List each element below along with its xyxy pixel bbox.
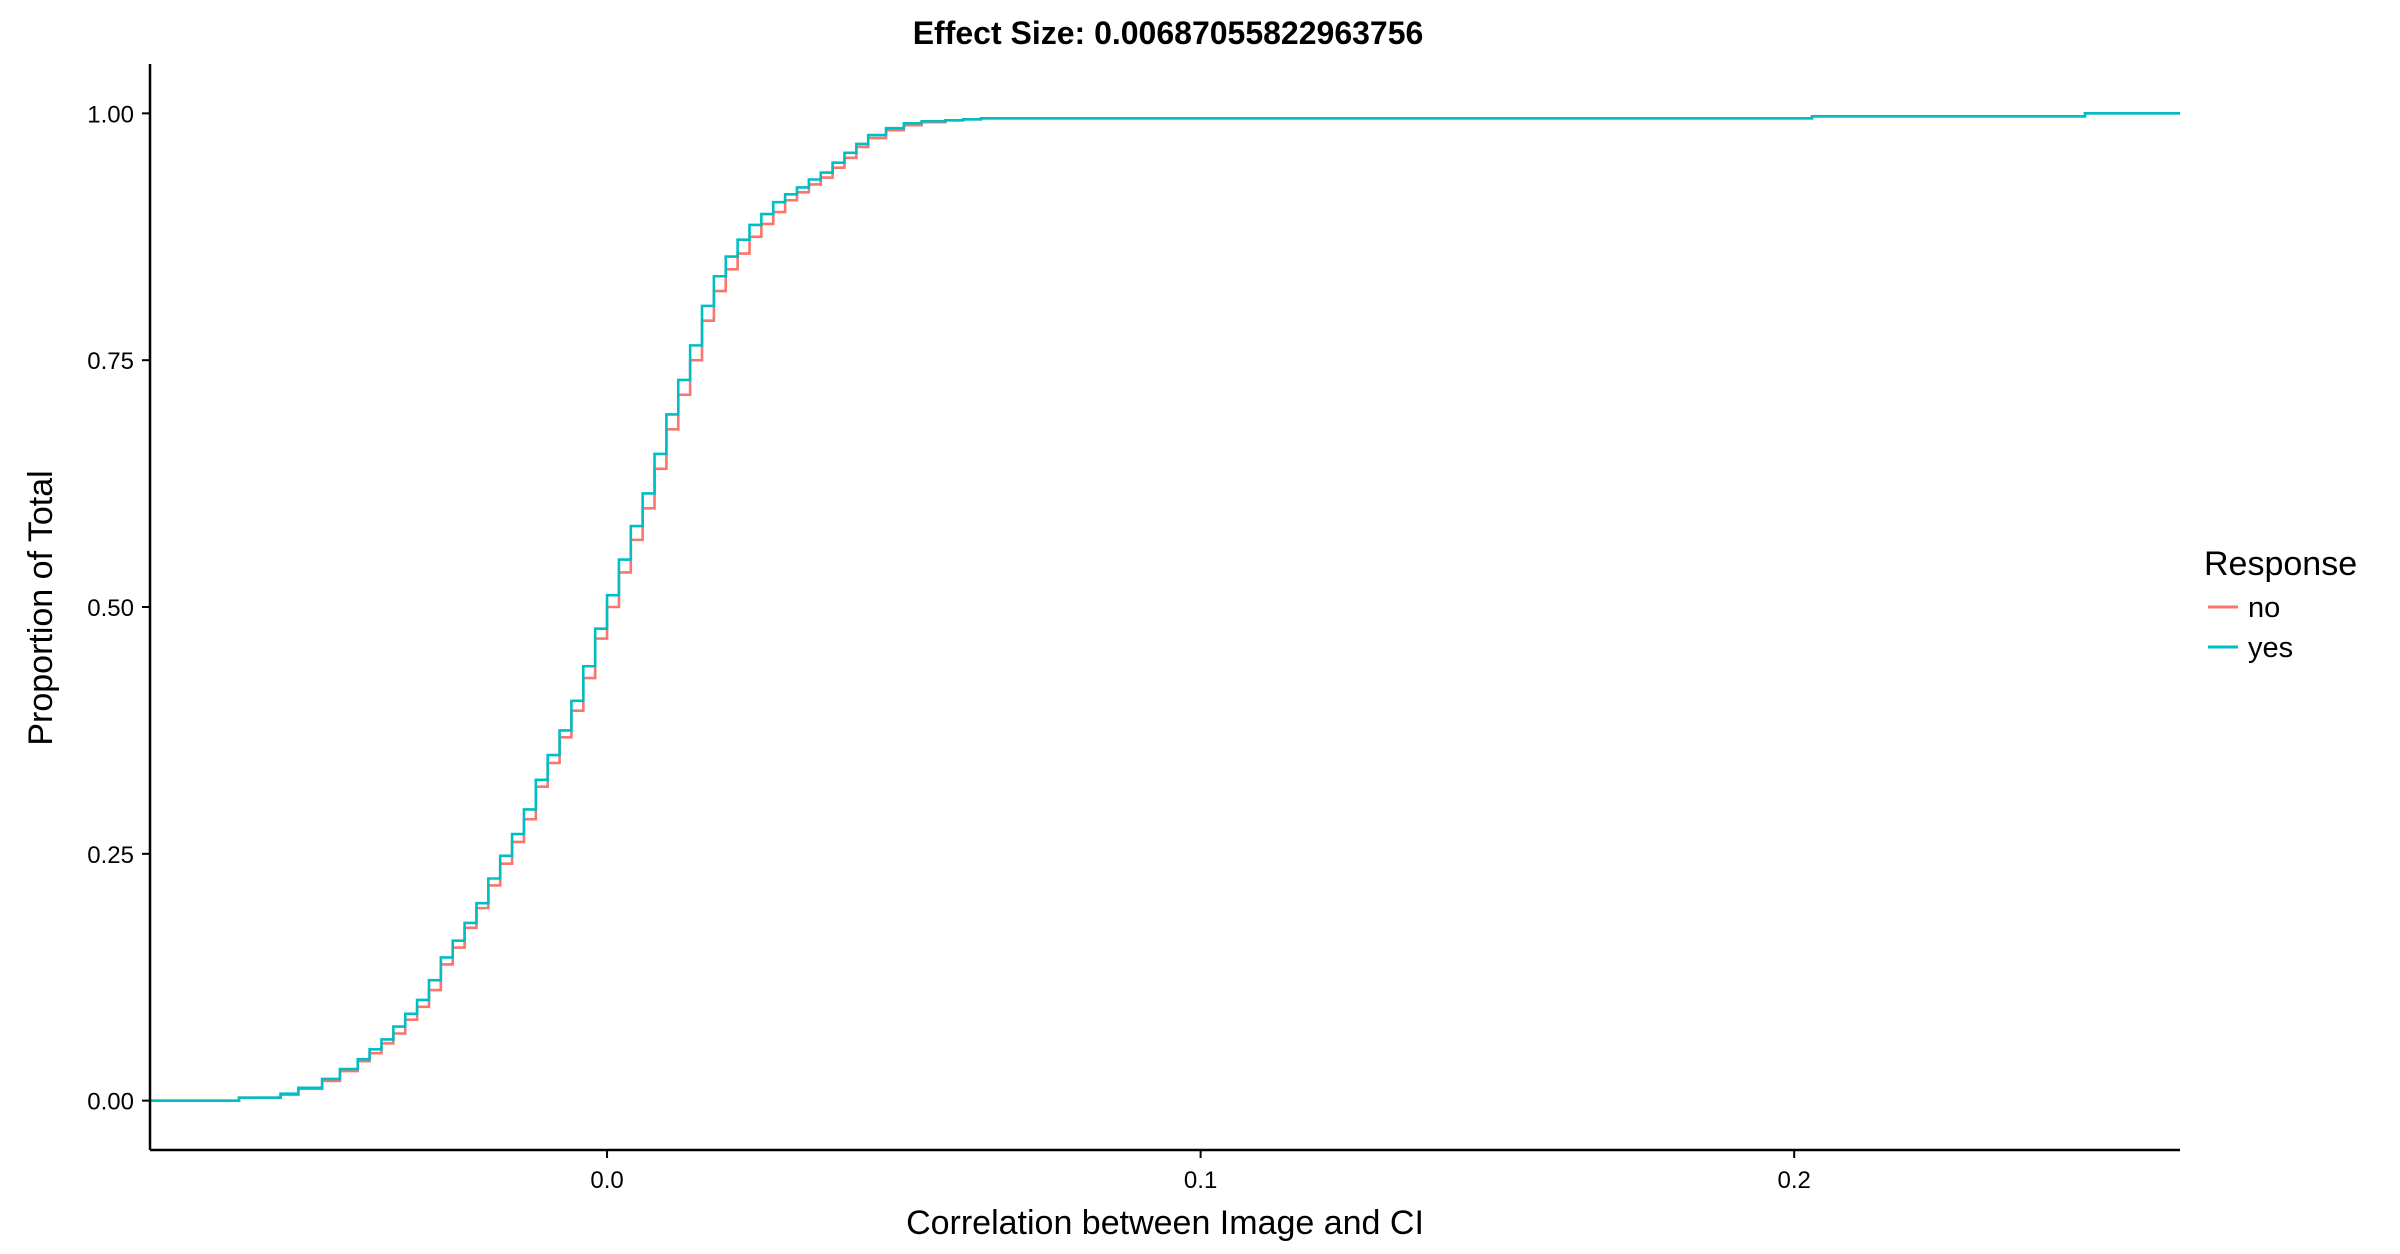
y-tick-label: 0.25 bbox=[87, 842, 134, 869]
y-tick-label: 0.00 bbox=[87, 1089, 134, 1116]
legend: Response no yes bbox=[2204, 545, 2357, 664]
series-line-yes bbox=[150, 112, 2180, 1102]
legend-label-no: no bbox=[2248, 592, 2280, 624]
y-tick-label: 1.00 bbox=[87, 101, 134, 128]
series-lines bbox=[150, 112, 2180, 1102]
legend-title: Response bbox=[2204, 545, 2357, 583]
legend-label-yes: yes bbox=[2248, 632, 2293, 664]
x-tick-label: 0.1 bbox=[1184, 1167, 1217, 1194]
y-tick-label: 0.50 bbox=[87, 595, 134, 622]
y-axis-title: Proportion of Total bbox=[22, 470, 60, 745]
axis-ticks: 0.0 0.1 0.2 0.00 0.25 0.50 0.75 1.00 bbox=[87, 101, 1811, 1194]
y-tick-label: 0.75 bbox=[87, 348, 134, 375]
x-tick-label: 0.0 bbox=[590, 1167, 623, 1194]
x-axis-title: Correlation between Image and CI bbox=[906, 1204, 1424, 1242]
chart-title: Effect Size: 0.00687055822963756 bbox=[913, 15, 1424, 51]
x-tick-label: 0.2 bbox=[1777, 1167, 1810, 1194]
